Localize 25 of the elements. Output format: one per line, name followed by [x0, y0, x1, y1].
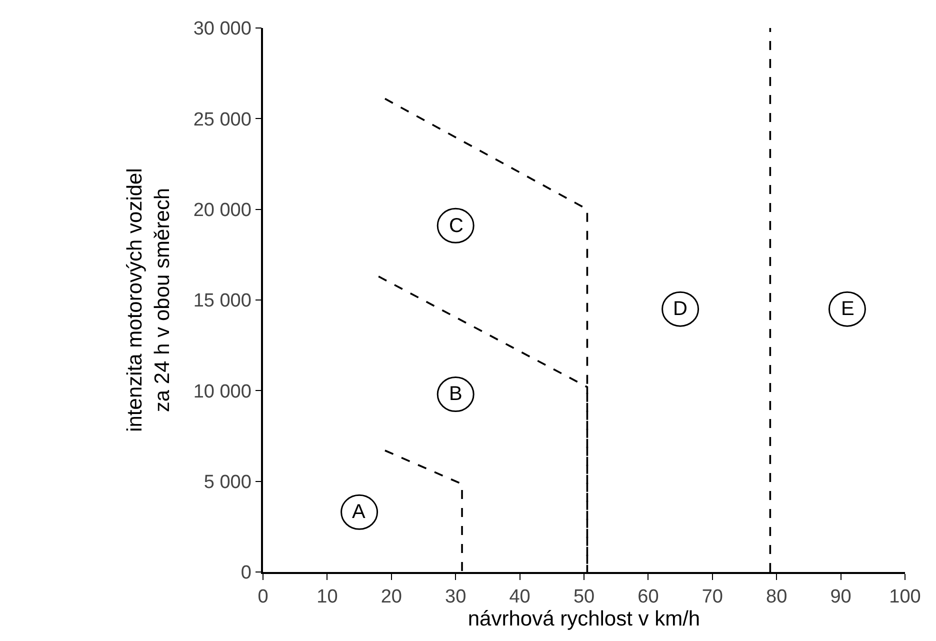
annotation: B — [449, 383, 462, 405]
y-tick-label: 25 000 — [193, 109, 252, 130]
x-tick-label: 50 — [573, 586, 595, 608]
y-tick-label: 20 000 — [193, 200, 252, 221]
x-tick-label: 60 — [638, 586, 659, 608]
x-tick-label: 80 — [766, 586, 788, 608]
x-tick-label: 20 — [380, 586, 402, 608]
x-tick-label: 30 — [445, 586, 466, 608]
annotation: A — [352, 501, 366, 523]
x-tick-label: 90 — [830, 586, 852, 608]
annotation: C — [449, 215, 464, 237]
y-tick-label: 0 — [240, 562, 252, 584]
x-tick-label: 10 — [316, 586, 338, 608]
x-tick-label: 0 — [258, 586, 268, 608]
y-tick-label: 5 000 — [204, 472, 252, 493]
x-tick-label: 100 — [889, 586, 921, 608]
x-tick-label: 40 — [509, 586, 530, 608]
y-tick-label: 15 000 — [193, 290, 252, 312]
annotation: D — [673, 298, 688, 320]
y-axis-title: intenzita motorových vozidel za 24 h v obou směrech — [124, 168, 174, 432]
x-tick-label: 70 — [702, 586, 723, 608]
y-tick-label: 30 000 — [193, 18, 252, 40]
x-axis-title: návrhová rychlost v km/h — [468, 608, 700, 631]
y-tick-label: 10 000 — [193, 381, 252, 402]
annotation: E — [841, 298, 854, 320]
